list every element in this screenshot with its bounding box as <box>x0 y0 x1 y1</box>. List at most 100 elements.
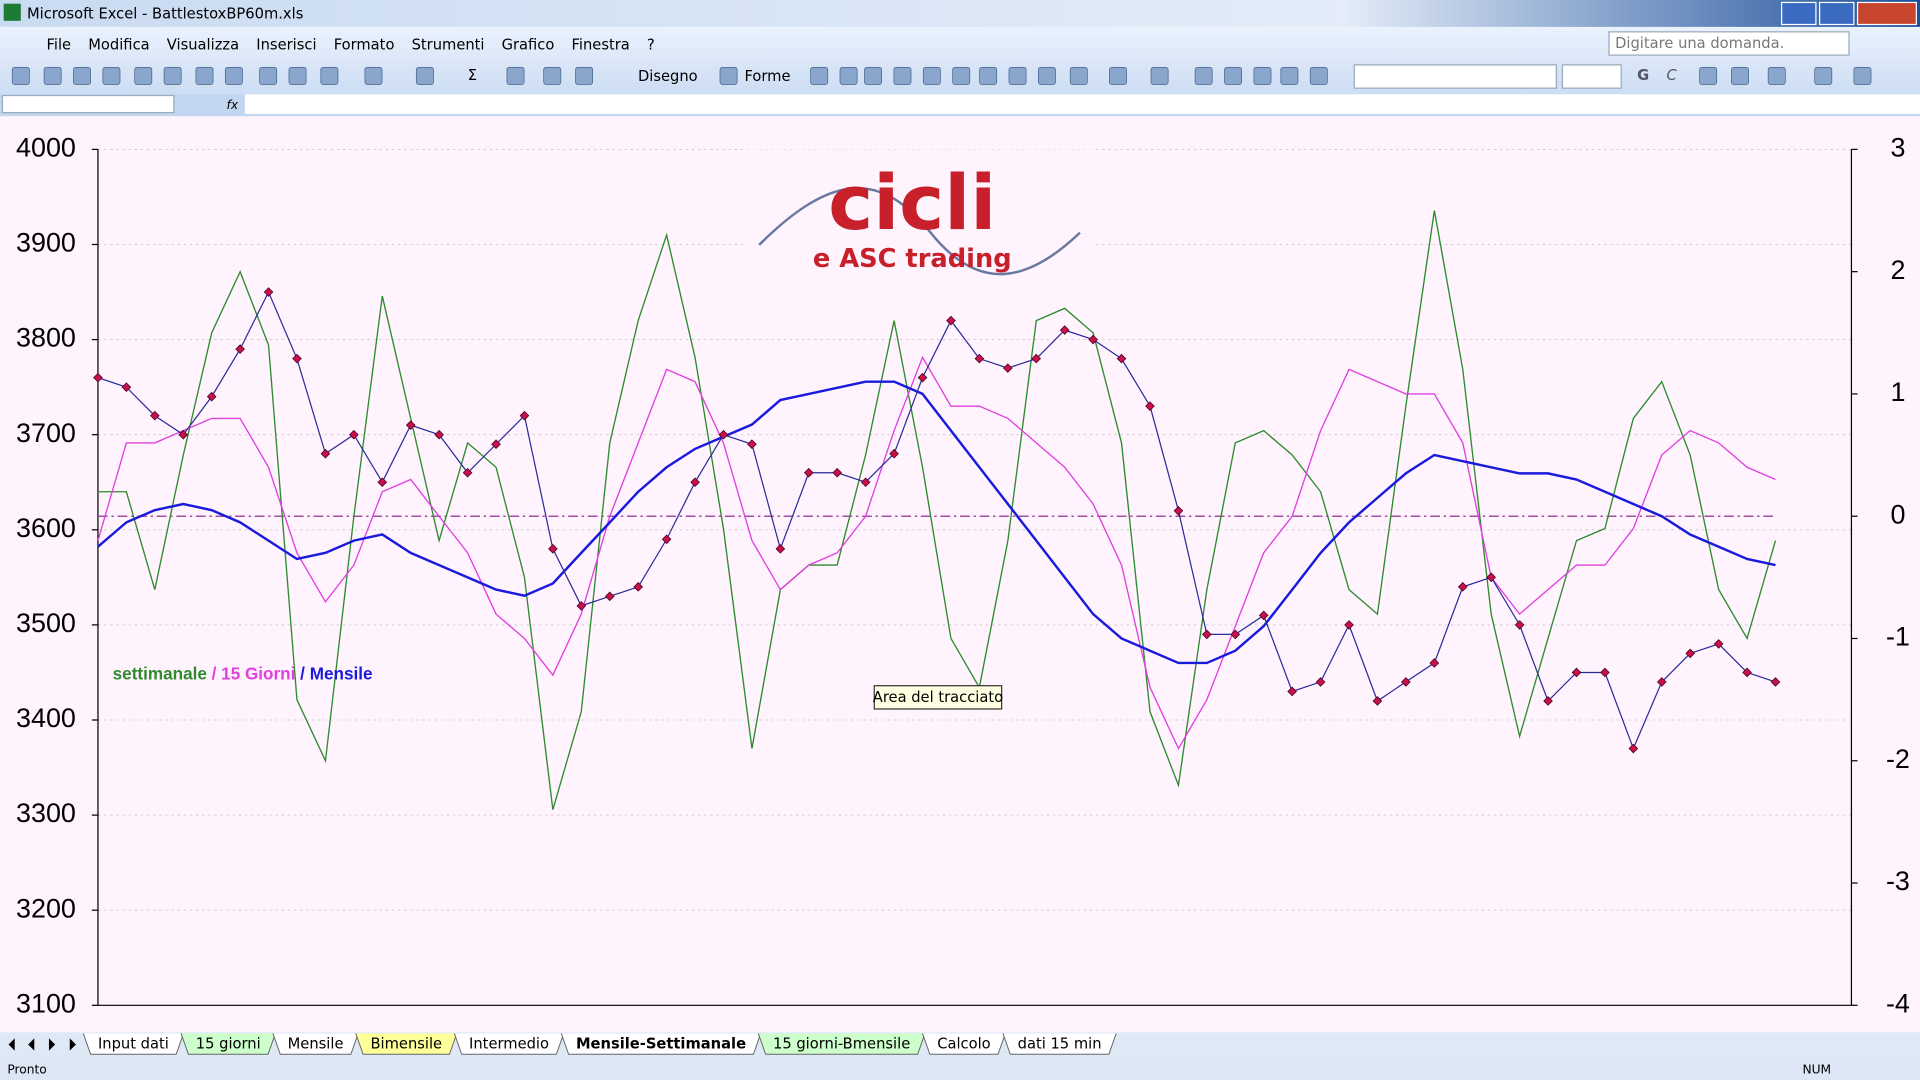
toolbar-icon[interactable] <box>1309 66 1328 85</box>
status-text: Pronto <box>7 1063 46 1077</box>
toolbar-icon[interactable] <box>893 66 912 85</box>
size-box[interactable] <box>1561 64 1622 89</box>
bold-button[interactable]: G <box>1637 67 1649 84</box>
menu-item[interactable]: Visualizza <box>167 36 239 53</box>
toolbar-icon[interactable] <box>1224 66 1242 85</box>
toolbar-icon[interactable] <box>134 66 153 85</box>
maximize-button[interactable] <box>1818 1 1855 26</box>
toolbar-icon[interactable] <box>224 66 243 85</box>
tab-label[interactable]: 15 giorni <box>196 1035 261 1052</box>
tab-scroll-button[interactable] <box>28 1038 35 1051</box>
tab-scroll-button[interactable] <box>48 1038 56 1051</box>
tab-label[interactable]: Input dati <box>98 1035 169 1052</box>
toolbar-icon[interactable] <box>320 66 339 85</box>
sheet-tab[interactable]: 15 giorni-Bmensile <box>757 1033 926 1055</box>
shapes-menu[interactable]: Forme <box>744 68 790 85</box>
toolbar-icon[interactable] <box>575 66 594 85</box>
toolbar-icon[interactable] <box>195 66 214 85</box>
name-box-field[interactable] <box>1 94 175 114</box>
menu-item[interactable]: Modifica <box>88 36 149 53</box>
font-box[interactable] <box>1353 64 1557 89</box>
menu-item[interactable]: Grafico <box>502 36 555 53</box>
toolbar-icon[interactable] <box>1731 66 1749 85</box>
tab-scroll-button[interactable] <box>8 1038 15 1051</box>
tab-scroll-button[interactable] <box>69 1038 76 1051</box>
tab-shape[interactable] <box>922 1033 1006 1055</box>
autosum-icon[interactable]: Σ <box>468 67 477 84</box>
toolbar-icon[interactable] <box>73 66 91 85</box>
toolbar-icon[interactable] <box>102 66 121 85</box>
italic-button[interactable]: C <box>1667 67 1678 84</box>
toolbar-icon[interactable] <box>1194 66 1213 85</box>
toolbar-icon[interactable] <box>1699 66 1718 85</box>
menu-item[interactable]: Strumenti <box>412 36 485 53</box>
menu-item[interactable]: Formato <box>334 36 395 53</box>
toolbar-icon[interactable] <box>1038 66 1056 85</box>
tab-shape[interactable] <box>272 1033 359 1055</box>
toolbar-icon[interactable] <box>922 66 941 85</box>
sheet-tab[interactable]: 15 giorni <box>180 1033 276 1055</box>
toolbar-icon[interactable] <box>864 66 882 85</box>
toolbar-icon[interactable] <box>839 66 858 85</box>
tab-label[interactable]: Mensile-Settimanale <box>576 1035 746 1052</box>
toolbar-icon[interactable] <box>43 66 62 85</box>
toolbar-icon[interactable] <box>163 66 182 85</box>
logo: cicli e ASC trading <box>746 149 1096 282</box>
tab-label[interactable]: 15 giorni-Bmensile <box>773 1035 910 1052</box>
data-point <box>349 429 359 440</box>
formula-input[interactable] <box>244 94 1920 114</box>
toolbar-icon[interactable] <box>288 66 307 85</box>
toolbar-icon[interactable] <box>364 66 383 85</box>
sheet-tab[interactable]: Intermedio <box>453 1033 565 1055</box>
tab-shape[interactable] <box>453 1033 565 1055</box>
toolbar-icon[interactable] <box>506 66 525 85</box>
sheet-tab[interactable]: Input dati <box>82 1033 184 1055</box>
toolbar-icon[interactable] <box>259 66 278 85</box>
toolbar-icon[interactable] <box>810 66 829 85</box>
sheet-tab[interactable]: Bimensile <box>355 1033 458 1055</box>
data-point <box>718 429 729 440</box>
sheet-tab[interactable]: Mensile-Settimanale <box>560 1033 762 1055</box>
y2-tick-label: -1 <box>1886 622 1910 652</box>
close-button[interactable] <box>1856 1 1917 26</box>
toolbar-icon[interactable] <box>719 66 738 85</box>
help-box[interactable] <box>1608 31 1850 56</box>
tab-label[interactable]: Calcolo <box>937 1035 990 1052</box>
toolbar-icon[interactable] <box>979 66 998 85</box>
toolbar-icon[interactable] <box>11 66 30 85</box>
sheet-tab[interactable]: dati 15 min <box>1002 1033 1117 1055</box>
toolbar-icon[interactable] <box>1280 66 1299 85</box>
minimize-button[interactable] <box>1781 1 1817 26</box>
menu-item[interactable]: Finestra <box>572 36 630 53</box>
tab-shape[interactable] <box>180 1033 276 1055</box>
y-tick-label: 3200 <box>16 893 76 923</box>
tab-label[interactable]: dati 15 min <box>1018 1035 1102 1052</box>
draw-menu[interactable]: Disegno <box>638 68 698 85</box>
toolbar-icon[interactable] <box>1069 66 1088 85</box>
tab-shape[interactable] <box>355 1033 458 1055</box>
toolbar-icon[interactable] <box>1853 66 1872 85</box>
toolbar-icon[interactable] <box>543 66 562 85</box>
tab-label[interactable]: Intermedio <box>469 1035 549 1052</box>
tab-shape[interactable] <box>82 1033 184 1055</box>
sheet-tab[interactable]: Mensile <box>272 1033 359 1055</box>
toolbar-icon[interactable] <box>952 66 971 85</box>
toolbar-icon[interactable] <box>415 66 434 85</box>
tab-shape[interactable] <box>757 1033 926 1055</box>
y2-tick-label: 3 <box>1890 132 1905 162</box>
toolbar-icon[interactable] <box>1109 66 1127 85</box>
tab-shape[interactable] <box>1002 1033 1117 1055</box>
toolbar-icon[interactable] <box>1150 66 1169 85</box>
tab-label[interactable]: Bimensile <box>370 1035 442 1052</box>
menu-item[interactable]: File <box>47 36 72 53</box>
toolbar-icon[interactable] <box>1814 66 1833 85</box>
menu-item[interactable]: Inserisci <box>256 36 316 53</box>
fx-button[interactable]: fx <box>227 98 239 112</box>
tab-label[interactable]: Mensile <box>288 1035 344 1052</box>
toolbar-icon[interactable] <box>1253 66 1272 85</box>
tab-shape[interactable] <box>560 1033 762 1055</box>
toolbar-icon[interactable] <box>1767 66 1786 85</box>
toolbar-icon[interactable] <box>1008 66 1027 85</box>
sheet-tab[interactable]: Calcolo <box>922 1033 1006 1055</box>
menu-item[interactable]: ? <box>647 36 655 53</box>
